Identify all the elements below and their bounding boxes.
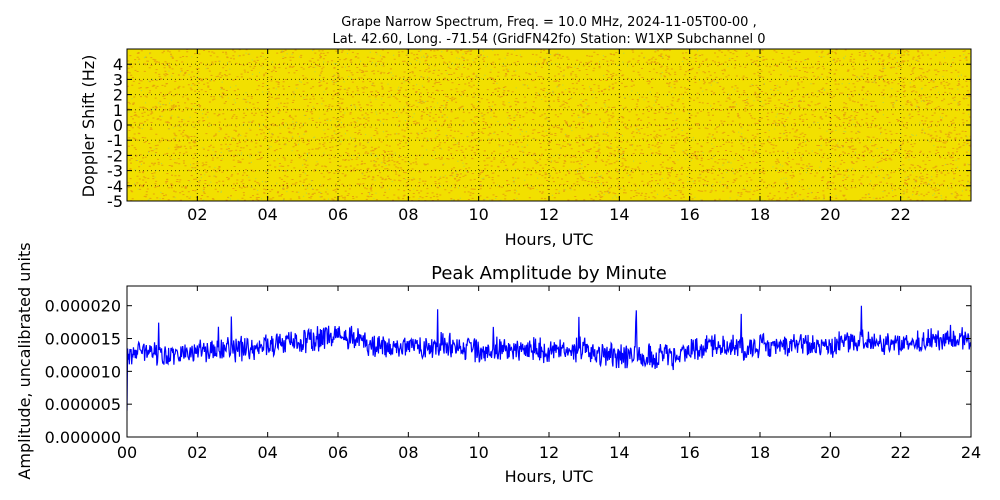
- x-tick-label: 08: [398, 443, 418, 462]
- x-tick-label: 14: [609, 443, 629, 462]
- x-tick-label: 02: [187, 205, 207, 224]
- heatmap-hot-speckles: [127, 49, 971, 201]
- x-tick-label: 00: [117, 443, 137, 462]
- y-tick-label: 4: [113, 55, 123, 74]
- x-tick-label: 14: [609, 205, 629, 224]
- y-tick-label: 0.000000: [45, 428, 121, 447]
- x-tick-label: 16: [679, 443, 699, 462]
- y-tick-label: -2: [107, 146, 123, 165]
- x-tick-label: 18: [750, 205, 770, 224]
- amplitude-line: [127, 305, 971, 411]
- y-tick-label: 0.000015: [45, 330, 121, 349]
- y-tick-label: 3: [113, 70, 123, 89]
- x-tick-label: 06: [328, 205, 348, 224]
- y-tick-label: -3: [107, 162, 123, 181]
- x-tick-label: 12: [539, 205, 559, 224]
- amplitude-y-ticks: 0.000000 0.000005 0.000010 0.000015 0.000020: [45, 297, 971, 447]
- x-tick-label: 08: [398, 205, 418, 224]
- y-tick-label: 0.000020: [45, 297, 121, 316]
- spectrogram-heatmap: [127, 49, 971, 201]
- amplitude-series: [127, 305, 971, 411]
- y-tick-label: 0.000005: [45, 395, 121, 414]
- x-tick-label: 10: [468, 205, 488, 224]
- amplitude-x-label: Hours, UTC: [505, 467, 594, 486]
- spectrum-title-line1: Grape Narrow Spectrum, Freq. = 10.0 MHz,…: [341, 15, 756, 30]
- x-tick-label: 24: [961, 443, 981, 462]
- spectrogram-x-label: Hours, UTC: [505, 230, 594, 249]
- x-tick-label: 02: [187, 443, 207, 462]
- y-tick-label: 2: [113, 86, 123, 105]
- x-tick-label: 22: [890, 205, 910, 224]
- y-tick-label: 1: [113, 101, 123, 120]
- x-tick-label: 10: [468, 443, 488, 462]
- x-tick-label: 12: [539, 443, 559, 462]
- x-tick-label: 20: [820, 443, 840, 462]
- x-tick-label: 22: [890, 443, 910, 462]
- x-tick-label: 04: [257, 205, 277, 224]
- y-tick-label: -1: [107, 131, 123, 150]
- spectrum-title-line2: Lat. 42.60, Long. -71.54 (GridFN42fo) St…: [333, 32, 766, 47]
- x-tick-label: 04: [257, 443, 277, 462]
- amplitude-y-label: Amplitude, uncalibrated units: [15, 242, 34, 479]
- x-tick-label: 16: [679, 205, 699, 224]
- x-tick-label: 20: [820, 205, 840, 224]
- spectrogram-y-label: Doppler Shift (Hz): [79, 55, 98, 198]
- y-tick-label: -4: [107, 177, 123, 196]
- spectrogram-x-ticks: 02 04 06 08 10 12 14 16 18 20 22: [187, 49, 911, 224]
- x-tick-label: 06: [328, 443, 348, 462]
- y-tick-label: 0: [113, 116, 123, 135]
- y-tick-label: 0.000010: [45, 362, 121, 381]
- amplitude-x-ticks: 00 02 04 06 08 10 12 14 16 18 20 22 24: [117, 286, 981, 462]
- y-tick-label: -5: [107, 192, 123, 211]
- x-tick-label: 18: [750, 443, 770, 462]
- amplitude-title: Peak Amplitude by Minute: [431, 263, 667, 284]
